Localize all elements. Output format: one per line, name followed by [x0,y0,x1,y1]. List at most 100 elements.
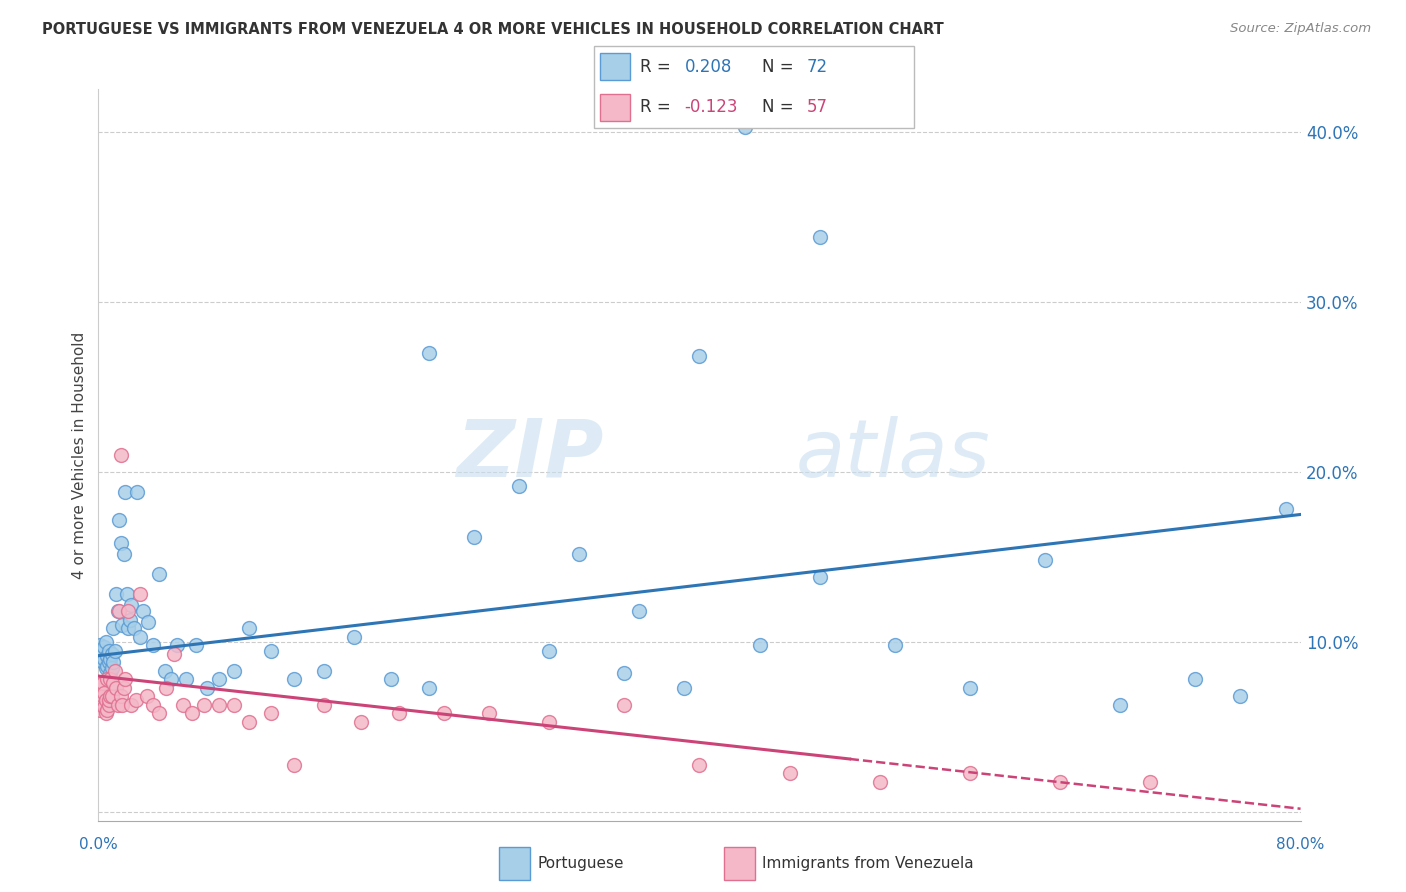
Point [222,698,245,712]
Point [108,512,131,526]
Point [105,587,128,601]
Point [93,686,115,700]
Text: PORTUGUESE VS IMMIGRANTS FROM VENEZUELA 4 OR MORE VEHICLES IN HOUSEHOLD CORRELAT: PORTUGUESE VS IMMIGRANTS FROM VENEZUELA … [42,22,943,37]
Point [959,681,981,695]
Point [127,485,149,500]
Point [148,706,170,721]
Point [90,648,112,663]
Point [114,485,136,500]
Point [107,604,129,618]
Point [613,698,636,712]
Point [418,681,440,695]
Point [117,622,139,636]
Point [117,604,139,618]
Point [1229,690,1251,704]
Point [110,448,132,462]
Point [111,618,134,632]
Point [208,673,231,687]
Point [779,766,801,780]
Bar [600,94,630,120]
Point [110,690,132,704]
Point [114,673,136,687]
Text: N =: N = [762,98,799,116]
Point [141,639,163,653]
Point [125,693,148,707]
Point [350,714,373,729]
Point [97,643,120,657]
Point [90,677,112,691]
Point [91,643,114,657]
Point [112,681,135,695]
Point [312,664,335,678]
Point [103,622,125,636]
Point [115,587,138,601]
Point [153,664,176,678]
Point [538,714,561,729]
Point [883,639,905,653]
Point [734,120,756,134]
Point [118,613,141,627]
Point [1049,774,1071,789]
Point [312,698,335,712]
Point [380,673,402,687]
Point [135,690,157,704]
Text: 0.0%: 0.0% [79,838,118,852]
Point [103,676,125,690]
Point [89,639,111,653]
Point [105,681,128,695]
Text: Source: ZipAtlas.com: Source: ZipAtlas.com [1230,22,1371,36]
Point [748,639,770,653]
Point [136,615,159,629]
Point [100,690,122,704]
Point [568,547,591,561]
Point [121,698,143,712]
Y-axis label: 4 or more Vehicles in Household: 4 or more Vehicles in Household [72,331,87,579]
Point [538,643,561,657]
Point [100,652,122,666]
Text: 0.208: 0.208 [685,58,733,76]
Point [97,693,120,707]
Point [96,658,118,673]
Point [155,681,177,695]
Point [100,665,122,680]
Text: 72: 72 [807,58,828,76]
Point [673,681,696,695]
Point [162,647,184,661]
FancyBboxPatch shape [593,46,914,128]
Point [111,698,134,712]
Point [283,673,305,687]
Point [463,530,485,544]
Text: N =: N = [762,58,799,76]
Point [180,706,202,721]
Point [100,673,122,687]
Point [343,630,366,644]
Point [159,673,181,687]
Point [93,699,115,714]
Text: Portuguese: Portuguese [537,856,624,871]
Point [433,706,456,721]
Text: ZIP: ZIP [456,416,603,494]
Point [208,698,231,712]
Point [97,698,120,712]
Point [90,695,112,709]
Point [869,774,891,789]
Point [104,664,127,678]
Point [91,656,114,670]
Point [689,349,711,363]
Point [132,604,155,618]
Point [1109,698,1132,712]
Point [1184,673,1206,687]
Point [808,230,831,244]
Text: R =: R = [640,58,676,76]
Point [148,566,170,581]
Point [174,673,197,687]
Point [193,698,215,712]
Point [418,346,440,360]
Point [94,635,117,649]
Point [478,706,501,721]
Point [959,766,981,780]
Point [110,536,132,550]
Point [94,693,117,707]
Point [93,652,115,666]
Point [195,681,218,695]
